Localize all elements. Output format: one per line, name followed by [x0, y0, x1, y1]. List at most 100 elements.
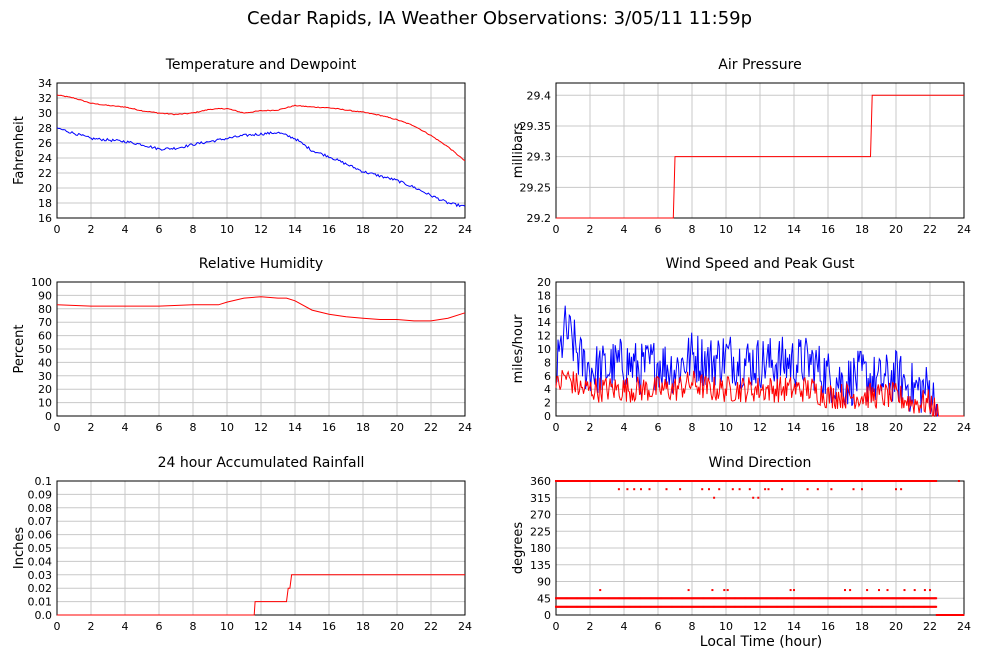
winddir-point	[620, 605, 623, 608]
winddir-point	[655, 597, 658, 600]
winddir-point	[795, 605, 798, 608]
winddir-point	[761, 480, 764, 482]
winddir-point	[844, 480, 847, 482]
winddir-point	[611, 605, 614, 608]
pressure-series-line	[556, 94, 964, 219]
winddir-point	[680, 597, 683, 600]
winddir-point	[680, 480, 683, 482]
winddir-point	[715, 597, 718, 600]
winddir-point	[890, 480, 893, 482]
winddir-point	[913, 589, 916, 592]
winddir-point	[727, 605, 730, 608]
winddir-point	[616, 605, 619, 608]
winddir-point	[771, 605, 774, 608]
winddir-point	[903, 605, 906, 608]
winddir-point	[726, 480, 729, 482]
winddir-point	[896, 597, 899, 600]
winddir-point	[764, 597, 767, 600]
winddir-point	[572, 480, 575, 482]
winddir-point	[638, 480, 641, 482]
winddir-point	[895, 597, 898, 600]
winddir-point	[633, 605, 636, 608]
winddir-point	[677, 597, 680, 600]
pressure-xtick-label: 4	[621, 223, 628, 236]
wind-xtick-label: 4	[621, 421, 628, 434]
winddir-point	[645, 605, 648, 608]
winddir-point	[909, 605, 912, 608]
winddir-point	[561, 597, 564, 600]
winddir-point	[830, 488, 833, 491]
winddir-point	[685, 597, 688, 600]
winddir-point	[651, 480, 654, 482]
winddir-point	[868, 480, 871, 482]
winddir-point	[729, 605, 732, 608]
winddir-point	[925, 480, 928, 482]
winddir-point	[824, 605, 827, 608]
winddir-point	[605, 597, 608, 600]
winddir-point	[757, 605, 760, 608]
winddir-point	[876, 480, 879, 482]
winddir-point	[635, 480, 638, 482]
winddir-point	[659, 597, 662, 600]
winddir-point	[862, 605, 865, 608]
winddir-point	[673, 605, 676, 608]
winddir-point	[885, 605, 888, 608]
winddir-point	[803, 597, 806, 600]
winddir-point	[918, 605, 921, 608]
winddir-point	[785, 480, 788, 482]
winddir-point	[806, 605, 809, 608]
winddir-point	[666, 480, 669, 482]
winddir-point	[877, 480, 880, 482]
winddir-point	[882, 480, 885, 482]
winddir-point	[619, 597, 622, 600]
pressure-xtick-label: 18	[855, 223, 869, 236]
winddir-point	[935, 605, 938, 608]
winddir-point	[747, 480, 750, 482]
winddir-point	[767, 488, 770, 491]
winddir-point	[777, 480, 780, 482]
pressure-xtick-label: 10	[719, 223, 733, 236]
winddir-point	[647, 480, 650, 482]
winddir-xtick-label: 6	[655, 620, 662, 633]
winddir-point	[686, 597, 689, 600]
winddir-ytick-label: 360	[530, 475, 551, 488]
winddir-point	[657, 480, 660, 482]
winddir-point	[596, 597, 599, 600]
winddir-point	[664, 597, 667, 600]
rain-ytick-label: 0.0	[35, 609, 53, 622]
winddir-point	[743, 605, 746, 608]
winddir-point	[704, 480, 707, 482]
winddir-point	[856, 480, 859, 482]
winddir-point	[598, 605, 601, 608]
winddir-point	[748, 480, 751, 482]
winddir-point	[798, 480, 801, 482]
winddir-point	[688, 605, 691, 608]
winddir-point	[877, 605, 880, 608]
winddir-point	[921, 597, 924, 600]
winddir-point	[635, 605, 638, 608]
winddir-point	[906, 605, 909, 608]
winddir-point	[746, 480, 749, 482]
winddir-point	[588, 605, 591, 608]
winddir-point	[832, 480, 835, 482]
winddir-point	[575, 597, 578, 600]
winddir-point	[921, 480, 924, 482]
winddir-point	[581, 605, 584, 608]
winddir-point	[718, 597, 721, 600]
winddir-ytick-label: 45	[537, 592, 551, 605]
winddir-point	[769, 480, 772, 482]
winddir-point	[884, 605, 887, 608]
winddir-point	[721, 597, 724, 600]
winddir-point	[900, 605, 903, 608]
winddir-point	[788, 480, 791, 482]
winddir-point	[736, 480, 739, 482]
winddir-point	[632, 480, 635, 482]
winddir-point	[878, 605, 881, 608]
winddir-point	[752, 597, 755, 600]
winddir-point	[884, 597, 887, 600]
winddir-point	[593, 597, 596, 600]
winddir-point	[704, 597, 707, 600]
winddir-point	[626, 488, 629, 491]
temp-frame	[56, 82, 466, 219]
